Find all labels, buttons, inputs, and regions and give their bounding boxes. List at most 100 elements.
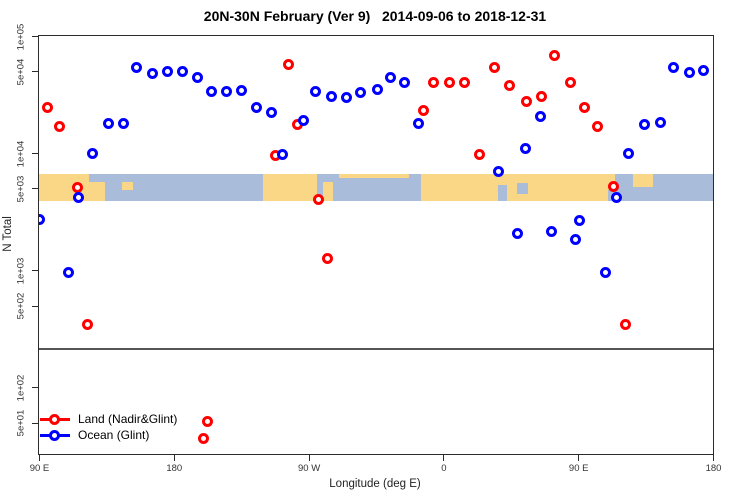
data-point-land xyxy=(591,120,603,132)
data-point-ocean xyxy=(39,213,46,225)
data-point-land xyxy=(488,61,500,73)
x-tick-label: 90 E xyxy=(29,463,50,474)
y-tick-label: 1e+05 xyxy=(15,23,27,50)
legend-label-ocean: Ocean (Glint) xyxy=(78,428,150,442)
data-point-ocean xyxy=(221,85,233,97)
data-point-ocean xyxy=(62,266,74,278)
x-tick xyxy=(39,455,40,461)
map-band-land xyxy=(633,173,654,188)
y-axis-label: N Total xyxy=(2,216,14,252)
x-tick xyxy=(173,455,175,461)
legend: Land (Nadir&Glint) Ocean (Glint) xyxy=(40,411,177,443)
y-tick xyxy=(32,305,38,307)
data-point-ocean xyxy=(191,72,203,84)
data-point-land xyxy=(535,90,547,102)
data-point-ocean xyxy=(683,66,695,78)
data-point-ocean xyxy=(511,227,523,239)
data-point-land xyxy=(282,58,294,70)
data-point-ocean xyxy=(545,225,557,237)
data-point-ocean xyxy=(371,83,383,95)
data-point-ocean xyxy=(654,116,666,128)
data-point-land xyxy=(473,148,485,160)
y-tick xyxy=(32,422,38,424)
data-point-land xyxy=(42,102,54,114)
data-point-ocean xyxy=(611,191,623,203)
data-point-land xyxy=(321,252,333,264)
threshold-line xyxy=(39,348,713,350)
data-point-land xyxy=(417,105,429,117)
y-tick xyxy=(32,270,38,272)
data-point-land xyxy=(549,49,561,61)
y-tick-label: 1e+04 xyxy=(15,140,27,167)
map-band-ocean-notch xyxy=(498,184,508,202)
data-point-ocean xyxy=(176,65,188,77)
y-tick-label: 5e+04 xyxy=(15,58,27,86)
data-point-land xyxy=(197,433,209,445)
data-point-land xyxy=(578,101,590,113)
y-tick-label: 1e+03 xyxy=(15,257,27,285)
data-point-ocean xyxy=(161,65,173,77)
data-point-ocean xyxy=(412,117,424,129)
data-point-land xyxy=(459,76,471,88)
data-point-ocean xyxy=(573,214,585,226)
y-tick-label: 5e+03 xyxy=(15,175,27,203)
data-point-ocean xyxy=(131,61,143,73)
data-point-ocean xyxy=(73,191,85,203)
data-point-ocean xyxy=(146,67,158,79)
data-point-land xyxy=(564,77,576,89)
map-band-land xyxy=(121,181,134,190)
data-point-ocean xyxy=(235,84,247,96)
chart-title: 20N-30N February (Ver 9) 2014-09-06 to 2… xyxy=(203,8,547,24)
data-point-ocean xyxy=(102,117,114,129)
data-point-land xyxy=(503,79,515,91)
plot-area xyxy=(38,35,714,455)
data-point-land xyxy=(82,318,94,330)
map-band-land xyxy=(263,173,317,202)
data-point-ocean xyxy=(623,147,635,159)
data-point-ocean xyxy=(86,147,98,159)
y-tick-label: 5e+02 xyxy=(15,292,27,320)
data-point-ocean xyxy=(384,71,396,83)
data-point-ocean xyxy=(398,77,410,89)
map-band-ocean-notch xyxy=(517,183,528,195)
data-point-ocean xyxy=(534,110,546,122)
x-tick xyxy=(308,455,310,461)
x-tick-label: 90 E xyxy=(568,463,589,474)
legend-item-land: Land (Nadir&Glint) xyxy=(40,411,177,427)
y-tick-label: 1e+02 xyxy=(15,374,27,402)
data-point-land xyxy=(619,318,631,330)
data-point-ocean xyxy=(697,64,709,76)
data-point-land xyxy=(312,193,324,205)
data-point-ocean xyxy=(599,266,611,278)
data-point-ocean xyxy=(519,142,531,154)
legend-item-ocean: Ocean (Glint) xyxy=(40,427,177,443)
x-tick-label: 90 W xyxy=(298,463,321,474)
data-point-ocean xyxy=(250,102,262,114)
x-tick-label: 180 xyxy=(166,463,183,474)
data-point-ocean xyxy=(569,233,581,245)
map-band-ocean-notch xyxy=(89,173,106,182)
data-point-ocean xyxy=(310,85,322,97)
data-point-land xyxy=(520,95,532,107)
y-tick xyxy=(32,153,38,155)
y-tick xyxy=(32,387,38,389)
data-point-land xyxy=(54,120,66,132)
data-point-ocean xyxy=(340,91,352,103)
land-series-marker-icon xyxy=(40,413,70,425)
x-tick-label: 180 xyxy=(705,463,722,474)
data-point-ocean xyxy=(117,117,129,129)
y-tick-label: 5e+01 xyxy=(15,409,27,437)
y-tick xyxy=(32,71,38,73)
data-point-land xyxy=(608,180,620,192)
legend-label-land: Land (Nadir&Glint) xyxy=(78,412,178,426)
data-point-ocean xyxy=(492,165,504,177)
y-tick xyxy=(32,36,38,37)
data-point-ocean xyxy=(265,106,277,118)
x-tick xyxy=(443,455,445,461)
data-point-ocean xyxy=(667,61,679,73)
ocean-series-marker-icon xyxy=(40,429,70,441)
data-point-land xyxy=(428,77,440,89)
data-point-ocean xyxy=(206,85,218,97)
map-band-land xyxy=(339,173,409,178)
